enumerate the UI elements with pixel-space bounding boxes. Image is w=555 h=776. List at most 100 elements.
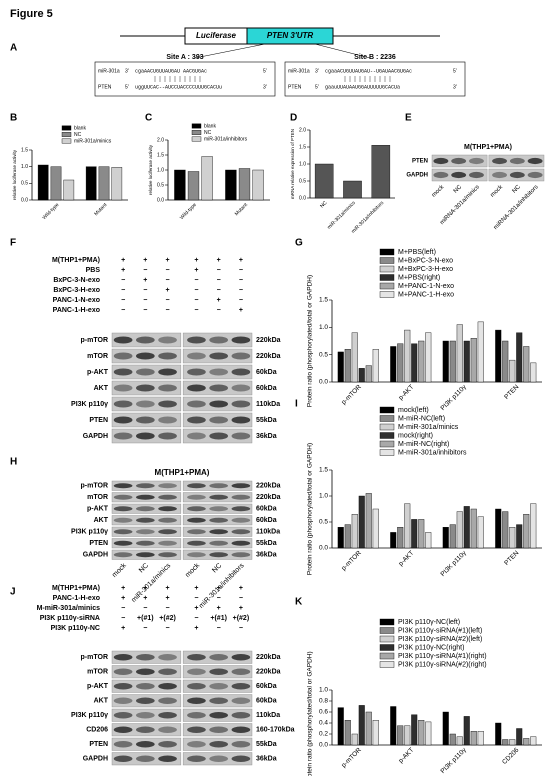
blot-band [231, 755, 251, 762]
blot-band [231, 400, 251, 408]
blot-band [187, 654, 206, 661]
protein-label: p-AKT [87, 506, 109, 513]
blot-band [209, 416, 229, 424]
panel-letter: F [10, 238, 16, 249]
panel-letter: D [290, 113, 297, 124]
bar [449, 340, 456, 383]
condition-sign: − [143, 267, 147, 274]
condition-label: BxPC-3-H-exo [53, 287, 100, 294]
bar [495, 508, 502, 549]
seq-end: 3' [453, 84, 457, 90]
protein-label: mTOR [87, 669, 108, 676]
blot-band [158, 352, 177, 360]
protein-label: PTEN [89, 540, 108, 547]
y-tick-label: 0.0 [21, 197, 28, 203]
blot-band [113, 552, 133, 558]
protein-label: p-AKT [87, 369, 109, 376]
blot-band [113, 755, 133, 762]
blot-band [136, 517, 155, 523]
bar [463, 506, 470, 549]
blot-band [158, 741, 177, 748]
y-tick-label: 0.0 [319, 545, 328, 552]
protein-label: AKT [94, 517, 109, 524]
blot-band [209, 352, 229, 360]
y-tick-label: 0.6 [319, 709, 328, 716]
blot-band [209, 552, 229, 558]
condition-sign: − [239, 267, 243, 274]
y-tick-label: 0.0 [319, 379, 328, 386]
y-tick-label: 2.0 [157, 137, 164, 143]
legend-swatch [61, 125, 72, 131]
panel-letter: J [10, 587, 16, 598]
condition-sign: + [121, 585, 125, 592]
blot-band [158, 400, 177, 408]
bar [509, 739, 516, 746]
condition-label: M(THP1+PMA) [52, 585, 100, 592]
condition-label: PANC-1-H-exo [53, 595, 100, 602]
blot-band [209, 494, 229, 500]
condition-sign: − [166, 605, 170, 612]
size-label: 220kDa [256, 654, 281, 661]
bar [50, 166, 62, 201]
protein-label: mTOR [87, 353, 108, 360]
y-tick-label: 0.0 [299, 195, 306, 201]
blot-band [158, 506, 177, 512]
protein-label: PI3K p110γ [71, 712, 108, 719]
blot-band [136, 741, 155, 748]
condition-sign: − [143, 287, 147, 294]
blot-band [468, 157, 484, 165]
bar [397, 343, 404, 383]
bar [371, 145, 391, 199]
bar [477, 516, 484, 549]
x-tick-label: NC [319, 200, 329, 210]
blot-band [158, 432, 177, 440]
blot-band [136, 483, 155, 489]
bar [516, 524, 523, 549]
condition-sign: + [194, 267, 198, 274]
condition-label: PANC-1-H-exo [53, 307, 100, 314]
size-label: 36kDa [256, 552, 277, 559]
protein-label: GAPDH [83, 433, 108, 440]
blot-band [158, 683, 177, 690]
y-axis-label: Protein ratio (phosphorylated/total or G… [307, 443, 314, 575]
bar [523, 346, 530, 383]
blot-band [231, 668, 251, 675]
bar [495, 722, 502, 746]
protein-label: GAPDH [83, 756, 108, 763]
condition-label: PI3K p110γ-siRNA [40, 615, 100, 622]
legend-label: blank [204, 123, 216, 129]
condition-label: BxPC-3-N-exo [53, 277, 100, 284]
bar [411, 343, 418, 383]
bar [502, 739, 509, 746]
legend-swatch [191, 123, 202, 129]
legend-swatch [61, 132, 72, 137]
bar [351, 332, 358, 383]
bar [98, 166, 110, 201]
condition-sign: + [217, 297, 221, 304]
blot-band [187, 483, 206, 489]
blot-band [231, 540, 251, 546]
legend-swatch [379, 282, 395, 290]
condition-sign: + [121, 257, 125, 264]
protein-label: GAPDH [83, 552, 108, 559]
blot-band [509, 171, 525, 179]
blot-band [468, 171, 484, 179]
bar [337, 707, 344, 746]
size-label: 55kDa [256, 741, 277, 748]
blot-band [209, 432, 229, 440]
blot-band [231, 432, 251, 440]
blot-band [113, 416, 133, 424]
legend-swatch [379, 644, 395, 651]
y-tick-label: 0.0 [319, 742, 328, 749]
condition-sign: +(#2) [233, 615, 250, 622]
condition-sign: +(#1) [210, 615, 227, 622]
bar [344, 720, 351, 746]
panel-letter: E [405, 113, 412, 124]
protein-label: AKT [94, 385, 109, 392]
blot-band [451, 171, 467, 179]
seq: cgaaACUGUUAUGAU--UGAUAACGUGAc [325, 68, 412, 74]
condition-sign: + [194, 257, 198, 264]
condition-sign: − [239, 277, 243, 284]
seq-end: 5' [453, 68, 457, 74]
blot-band [113, 540, 133, 546]
